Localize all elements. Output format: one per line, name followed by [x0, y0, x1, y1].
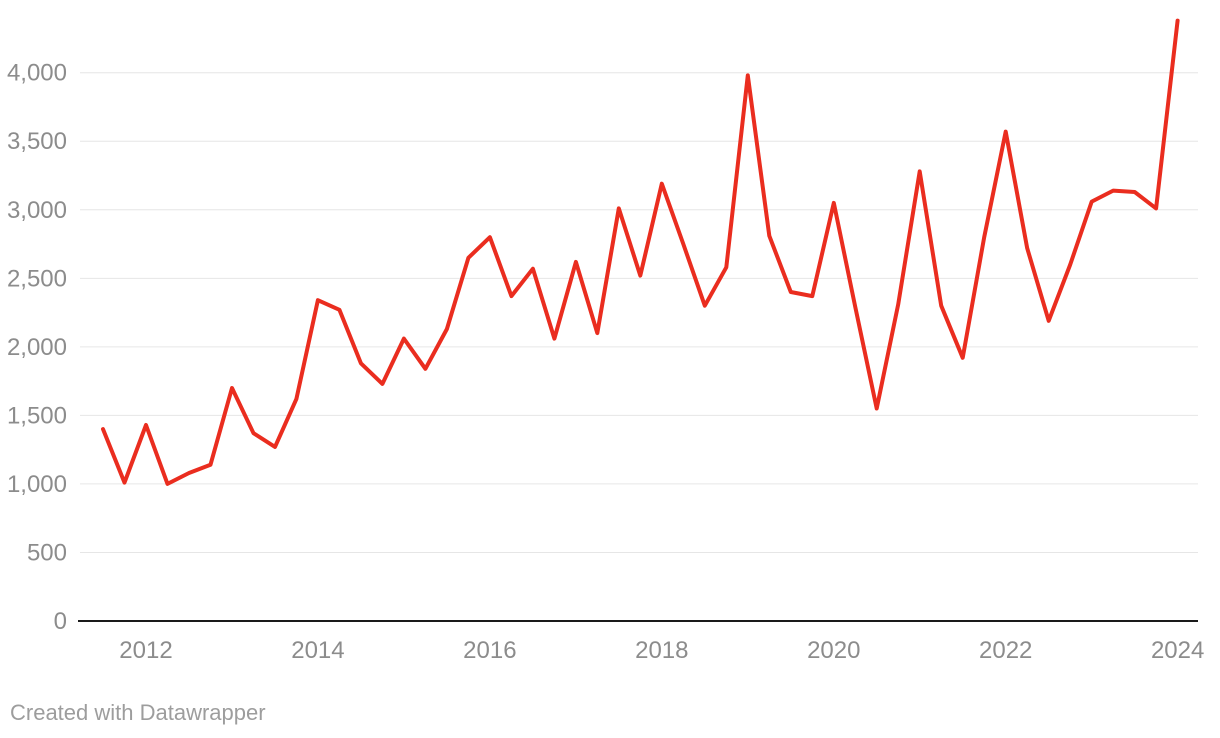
x-axis-tick-label-2018: 2018 [635, 637, 688, 664]
x-axis-tick-label-2024: 2024 [1151, 637, 1204, 664]
data-series-line [101, 18, 1180, 486]
y-axis-tick-label: 3,000 [7, 197, 67, 224]
x-axis-tick-label-2020: 2020 [807, 637, 860, 664]
datawrapper-attribution-link[interactable]: Created with Datawrapper [10, 700, 266, 725]
x-axis-tick-label-2016: 2016 [463, 637, 516, 664]
y-axis-tick-label: 1,000 [7, 471, 67, 498]
y-axis-tick-label: 3,500 [7, 128, 67, 155]
x-axis-tick-label-2012: 2012 [119, 637, 172, 664]
y-axis-tick-label: 4,000 [7, 60, 67, 87]
y-axis-tick-label: 2,000 [7, 334, 67, 361]
y-axis-tick-label: 500 [27, 539, 67, 566]
x-axis-tick-label-2014: 2014 [291, 637, 344, 664]
x-axis-tick-label-2022: 2022 [979, 637, 1032, 664]
y-axis-tick-label: 0 [54, 608, 67, 635]
y-axis-tick-label: 2,500 [7, 265, 67, 292]
y-axis-tick-label: 1,500 [7, 402, 67, 429]
